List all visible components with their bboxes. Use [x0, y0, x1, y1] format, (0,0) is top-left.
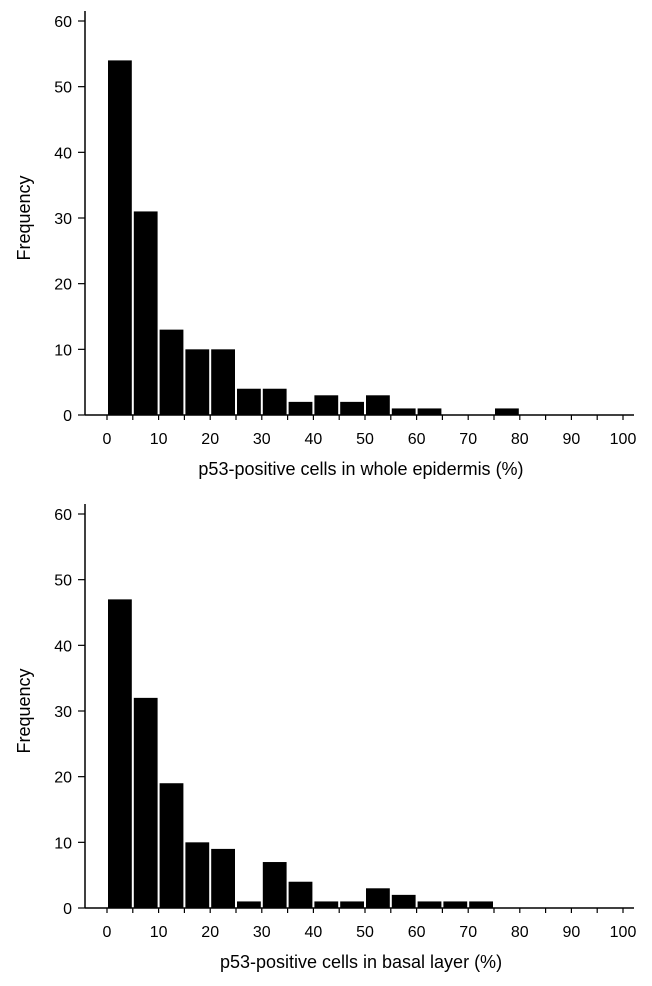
y-tick-label: 0	[63, 408, 72, 425]
y-axis-label: Frequency	[14, 175, 34, 260]
x-tick-label: 90	[563, 431, 581, 448]
bars	[108, 60, 519, 416]
y-tick-label: 60	[54, 507, 72, 524]
x-tick-label: 10	[150, 924, 168, 941]
y-tick-label: 40	[54, 145, 72, 162]
x-tick-label: 40	[305, 924, 323, 941]
x-tick-label: 0	[103, 924, 112, 941]
bar	[288, 401, 313, 415]
bar	[159, 329, 184, 415]
x-tick-label: 60	[408, 924, 426, 941]
x-tick-label: 30	[253, 431, 271, 448]
y-tick-label: 50	[54, 80, 72, 97]
bar	[314, 901, 339, 908]
bar	[340, 901, 364, 908]
x-tick-label: 0	[103, 431, 112, 448]
bar	[159, 783, 184, 908]
x-tick-label: 70	[459, 431, 477, 448]
bar	[391, 408, 416, 415]
bar	[237, 388, 261, 415]
x-tick-label: 10	[150, 431, 168, 448]
bar	[211, 349, 235, 415]
x-axis-label: p53-positive cells in whole epidermis (%…	[198, 459, 523, 479]
y-tick-label: 50	[54, 573, 72, 590]
x-tick-label: 80	[511, 924, 529, 941]
bar	[108, 599, 132, 908]
bar	[211, 848, 235, 908]
bar	[288, 881, 313, 908]
y-tick-label: 20	[54, 770, 72, 787]
y-tick-label: 30	[54, 211, 72, 228]
bar	[366, 888, 390, 908]
bar	[108, 60, 132, 416]
x-tick-label: 90	[563, 924, 581, 941]
bar	[185, 349, 210, 415]
x-tick-label: 70	[459, 924, 477, 941]
x-tick-label: 40	[305, 431, 323, 448]
y-tick-label: 0	[63, 901, 72, 918]
x-tick-label: 100	[610, 431, 637, 448]
histogram-whole-epidermis: 0 10 20 30 40 50 60 70 80 90 100 0 10 20 30 40 50 60 p53-p…	[14, 11, 637, 479]
bar	[314, 395, 339, 415]
x-tick-label: 100	[610, 924, 637, 941]
bar	[133, 697, 158, 908]
bar	[340, 401, 364, 415]
bar	[262, 388, 287, 415]
bar	[237, 901, 261, 908]
bar	[133, 211, 158, 415]
bar	[262, 862, 287, 908]
bar	[391, 894, 416, 908]
bar	[185, 842, 210, 908]
x-tick-label: 50	[356, 924, 374, 941]
y-tick-label: 60	[54, 14, 72, 31]
bars	[108, 599, 493, 908]
x-tick-label: 20	[201, 431, 219, 448]
x-tick-label: 20	[201, 924, 219, 941]
y-tick-label: 30	[54, 704, 72, 721]
x-tick-label: 30	[253, 924, 271, 941]
x-tick-label: 60	[408, 431, 426, 448]
bar	[469, 901, 493, 908]
y-tick-label: 40	[54, 638, 72, 655]
bar	[366, 395, 390, 415]
x-axis-label: p53-positive cells in basal layer (%)	[220, 952, 502, 972]
y-axis-label: Frequency	[14, 668, 34, 753]
y-tick-label: 20	[54, 277, 72, 294]
bar	[417, 408, 442, 415]
x-tick-label: 50	[356, 431, 374, 448]
histogram-basal-layer: 0 10 20 30 40 50 60 70 80 90 100 0 10 20 30 40 50 60 p53-p…	[14, 504, 637, 972]
y-tick-label: 10	[54, 342, 72, 359]
x-tick-label: 80	[511, 431, 529, 448]
y-tick-label: 10	[54, 835, 72, 852]
bar	[443, 901, 468, 908]
bar	[417, 901, 442, 908]
bar	[495, 408, 519, 415]
